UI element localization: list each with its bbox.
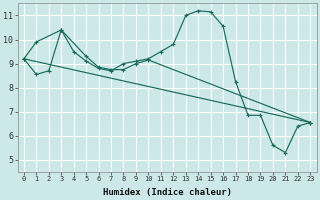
X-axis label: Humidex (Indice chaleur): Humidex (Indice chaleur) <box>103 188 232 197</box>
